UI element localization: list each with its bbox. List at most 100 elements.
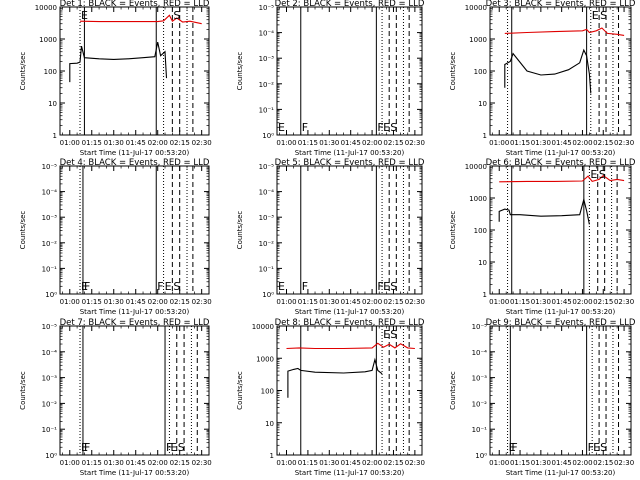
y-tick-label: 10⁻²: [42, 240, 58, 248]
x-tick-label: 01:45: [341, 139, 361, 147]
event-marker-label: F: [377, 280, 383, 293]
x-tick-label: 01:15: [510, 459, 530, 467]
y-tick-label: 10⁻³: [259, 55, 275, 63]
y-tick-label: 10⁻¹: [259, 106, 275, 114]
event-marker-label: E: [81, 9, 88, 22]
x-tick-label: 02:30: [405, 459, 425, 467]
y-axis-label: Counts/sec: [19, 371, 27, 410]
x-axis-label: Start Time (11-Jul-17 00:53:20): [295, 469, 405, 477]
y-tick-label: 10⁻²: [472, 400, 488, 408]
x-tick-label: 02:30: [192, 459, 212, 467]
event-marker-label: F: [377, 121, 383, 134]
x-tick-label: 01:30: [104, 298, 124, 306]
event-marker-label: F: [84, 441, 90, 454]
y-tick-label: 10⁻⁴: [42, 349, 58, 357]
series-line-lld: [286, 342, 415, 350]
chart-panel-5: Det 5: BLACK = Events, RED = LLD 10⁰ 10⁻¹ 1…: [236, 158, 425, 316]
event-marker-label: F: [302, 121, 308, 134]
x-tick-label: 02:00: [362, 139, 382, 147]
x-tick-label: 01:30: [319, 298, 339, 306]
y-tick-label: 10⁻⁴: [42, 189, 58, 197]
panel-title: Det 4: BLACK = Events, RED = LLD: [60, 158, 210, 168]
panel-title: Det 2: BLACK = Events, RED = LLD: [275, 0, 425, 9]
y-tick-label: 10⁰: [262, 132, 274, 140]
y-tick-label: 1000: [39, 36, 57, 44]
x-tick-label: 01:15: [298, 459, 318, 467]
event-marker-label: E: [509, 441, 516, 454]
x-tick-label: 02:15: [170, 139, 190, 147]
event-marker-label: E: [278, 280, 285, 293]
x-tick-label: 02:00: [572, 298, 592, 306]
x-tick-label: 02:15: [383, 139, 403, 147]
plot-frame: [276, 165, 423, 295]
event-marker-label: E: [81, 441, 88, 454]
x-tick-label: 01:00: [489, 139, 509, 147]
event-marker-label: F: [511, 441, 517, 454]
x-tick-label: 02:00: [362, 459, 382, 467]
y-axis-label: Counts/sec: [449, 371, 457, 410]
x-axis-label: Start Time (11-Jul-17 00:53:20): [80, 308, 190, 316]
plot-frame: [276, 325, 423, 456]
y-tick-label: 10⁻²: [259, 240, 275, 248]
y-tick-label: 10⁻³: [472, 375, 488, 383]
y-tick-label: 10000: [465, 4, 487, 12]
panel-title: Det 3: BLACK = Events, RED = LLD: [486, 0, 636, 9]
chart-panel-4: Det 4: BLACK = Events, RED = LLD 10⁰ 10⁻¹ 1…: [19, 158, 212, 316]
event-marker-label: S: [599, 168, 606, 181]
y-tick-label: 10⁻²: [259, 81, 275, 89]
y-axis-label: Counts/sec: [236, 211, 244, 250]
y-axis-label: Counts/sec: [236, 371, 244, 410]
x-axis-label: Start Time (11-Jul-17 00:53:20): [295, 149, 405, 157]
y-axis-label: Counts/sec: [236, 52, 244, 91]
x-tick-label: 02:30: [614, 139, 634, 147]
x-tick-label: 01:45: [126, 139, 146, 147]
y-tick-label: 10⁻¹: [259, 265, 275, 273]
y-tick-label: 1000: [256, 355, 274, 363]
panel-title: Det 6: BLACK = Events, RED = LLD: [486, 158, 636, 168]
x-tick-label: 01:45: [126, 459, 146, 467]
y-tick-label: 1: [483, 291, 487, 299]
x-tick-label: 02:00: [362, 298, 382, 306]
series-line-events: [498, 197, 590, 225]
x-tick-label: 02:30: [614, 298, 634, 306]
y-tick-label: 10⁻³: [259, 214, 275, 222]
x-tick-label: 02:30: [405, 139, 425, 147]
panel-title: Det 9: BLACK = Events, RED = LLD: [486, 318, 636, 328]
y-tick-label: 10: [478, 259, 487, 267]
x-axis-label: Start Time (11-Jul-17 00:53:20): [80, 149, 190, 157]
series-line-lld: [499, 174, 625, 183]
event-marker-label: E: [278, 121, 285, 134]
x-tick-label: 02:15: [383, 298, 403, 306]
x-tick-label: 02:15: [593, 139, 613, 147]
event-marker-label: S: [600, 441, 607, 454]
chart-panel-8: Det 8: BLACK = Events, RED = LLD 1 10 100 10…: [236, 318, 425, 477]
event-marker-label: S: [390, 121, 397, 134]
y-tick-label: 10⁻⁵: [259, 163, 275, 171]
event-marker-label: E: [165, 280, 172, 293]
y-tick-label: 10⁻¹: [472, 426, 488, 434]
y-tick-label: 10: [48, 100, 57, 108]
x-tick-label: 01:00: [489, 459, 509, 467]
chart-panel-1: Det 1: BLACK = Events, RED = LLD 1 10 100 10…: [19, 0, 212, 157]
x-tick-label: 01:15: [298, 298, 318, 306]
event-marker-label: S: [178, 441, 185, 454]
x-tick-label: 01:00: [60, 298, 80, 306]
plot-frame: [276, 6, 423, 136]
x-axis-label: Start Time (11-Jul-17 00:53:20): [506, 469, 616, 477]
x-tick-label: 02:15: [383, 459, 403, 467]
x-tick-label: 01:30: [319, 139, 339, 147]
y-axis-label: Counts/sec: [449, 211, 457, 250]
x-tick-label: 01:00: [276, 459, 296, 467]
x-tick-label: 01:30: [319, 459, 339, 467]
x-tick-label: 02:00: [148, 139, 168, 147]
x-tick-label: 01:15: [510, 298, 530, 306]
x-tick-label: 01:30: [104, 139, 124, 147]
x-tick-label: 02:15: [170, 459, 190, 467]
plot-frame: [489, 325, 632, 456]
y-tick-label: 1000: [469, 36, 487, 44]
y-tick-label: 10⁻³: [42, 375, 58, 383]
y-tick-label: 100: [474, 68, 487, 76]
chart-panel-2: Det 2: BLACK = Events, RED = LLD 10⁰ 10⁻¹ 1…: [236, 0, 425, 157]
y-axis-label: Counts/sec: [19, 52, 27, 91]
x-tick-label: 02:30: [192, 298, 212, 306]
